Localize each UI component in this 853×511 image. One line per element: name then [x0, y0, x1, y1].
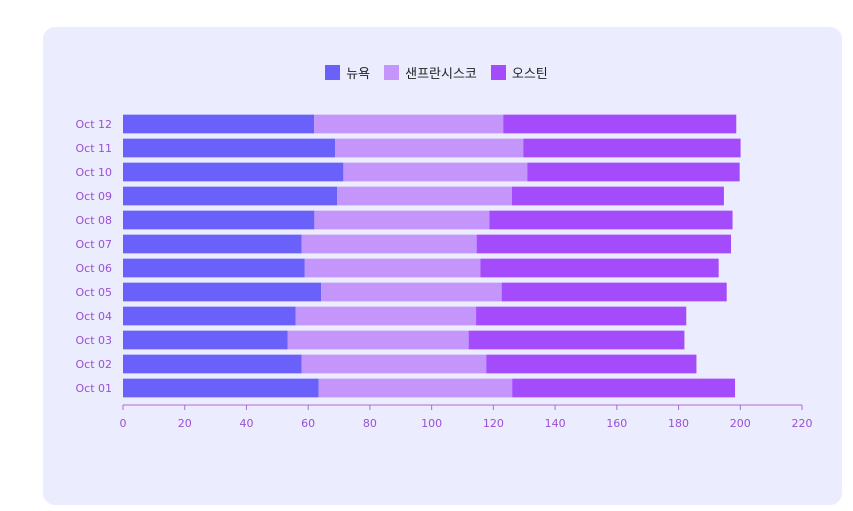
legend-item-sanfrancisco[interactable]: 샌프란시스코: [384, 62, 477, 82]
bar-oct-05-series-0[interactable]: [123, 282, 322, 302]
x-tick-label: 0: [120, 417, 127, 430]
x-tick-label: 20: [178, 417, 192, 430]
bar-oct-10-series-1[interactable]: [343, 162, 528, 182]
y-tick-label: Oct 09: [75, 190, 112, 203]
bar-oct-08-series-2[interactable]: [489, 210, 733, 230]
y-tick-label: Oct 08: [75, 214, 112, 227]
bar-oct-03-series-2[interactable]: [468, 330, 685, 350]
y-tick-label: Oct 11: [75, 142, 112, 155]
bar-oct-12-series-2[interactable]: [503, 114, 737, 134]
legend-item-austin[interactable]: 오스틴: [490, 62, 548, 82]
bar-oct-02-series-1[interactable]: [301, 354, 487, 374]
bar-oct-03-series-0[interactable]: [123, 330, 288, 350]
legend-label-austin: 오스틴: [511, 66, 548, 82]
x-tick-label: 140: [545, 417, 566, 430]
bar-oct-02-series-2[interactable]: [486, 354, 697, 374]
x-tick-label: 220: [792, 417, 813, 430]
bar-oct-06-series-0[interactable]: [123, 258, 305, 278]
bar-oct-05-series-2[interactable]: [501, 282, 727, 302]
legend-swatch-sanfrancisco: [384, 64, 400, 80]
bar-oct-12-series-1[interactable]: [314, 114, 504, 134]
legend-label-sanfrancisco: 샌프란시스코: [405, 66, 477, 82]
y-tick-label: Oct 04: [75, 310, 112, 323]
bar-oct-11-series-1[interactable]: [335, 138, 524, 158]
legend-swatch-newyork: [325, 64, 341, 80]
bar-oct-04-series-1[interactable]: [295, 306, 477, 326]
x-tick-label: 160: [606, 417, 627, 430]
bar-oct-02-series-0[interactable]: [123, 354, 302, 374]
bar-oct-07-series-2[interactable]: [476, 234, 732, 254]
x-tick-label: 80: [363, 417, 377, 430]
bar-oct-07-series-1[interactable]: [301, 234, 477, 254]
bar-oct-11-series-2[interactable]: [523, 138, 741, 158]
bar-oct-03-series-1[interactable]: [287, 330, 469, 350]
bar-oct-10-series-2[interactable]: [527, 162, 740, 182]
legend: 뉴욕 샌프란시스코 오스틴: [0, 62, 853, 82]
y-tick-label: Oct 06: [75, 262, 112, 275]
bar-oct-09-series-1[interactable]: [337, 186, 512, 206]
bar-oct-11-series-0[interactable]: [123, 138, 336, 158]
x-tick-label: 180: [668, 417, 689, 430]
legend-label-newyork: 뉴욕: [346, 66, 371, 82]
y-tick-label: Oct 03: [75, 334, 112, 347]
legend-item-newyork[interactable]: 뉴욕: [325, 62, 370, 82]
legend-swatch-austin: [490, 64, 506, 80]
bar-oct-12-series-0[interactable]: [123, 114, 315, 134]
y-tick-label: Oct 07: [75, 238, 112, 251]
y-tick-label: Oct 10: [75, 166, 112, 179]
bar-oct-07-series-0[interactable]: [123, 234, 302, 254]
bar-oct-09-series-2[interactable]: [511, 186, 724, 206]
bar-oct-06-series-1[interactable]: [304, 258, 481, 278]
bar-oct-01-series-1[interactable]: [318, 378, 513, 398]
y-tick-label: Oct 05: [75, 286, 112, 299]
bar-oct-10-series-0[interactable]: [123, 162, 344, 182]
x-tick-label: 120: [483, 417, 504, 430]
x-tick-label: 200: [730, 417, 751, 430]
bar-oct-01-series-2[interactable]: [512, 378, 736, 398]
y-tick-label: Oct 12: [75, 118, 112, 131]
bar-oct-04-series-0[interactable]: [123, 306, 296, 326]
bar-oct-06-series-2[interactable]: [480, 258, 719, 278]
bar-oct-01-series-0[interactable]: [123, 378, 319, 398]
bar-oct-04-series-2[interactable]: [476, 306, 687, 326]
x-tick-label: 100: [421, 417, 442, 430]
y-tick-label: Oct 01: [75, 382, 112, 395]
bar-oct-08-series-1[interactable]: [314, 210, 490, 230]
y-tick-label: Oct 02: [75, 358, 112, 371]
bar-oct-05-series-1[interactable]: [321, 282, 502, 302]
x-tick-label: 60: [301, 417, 315, 430]
x-tick-label: 40: [239, 417, 253, 430]
bar-oct-08-series-0[interactable]: [123, 210, 315, 230]
bar-oct-09-series-0[interactable]: [123, 186, 338, 206]
